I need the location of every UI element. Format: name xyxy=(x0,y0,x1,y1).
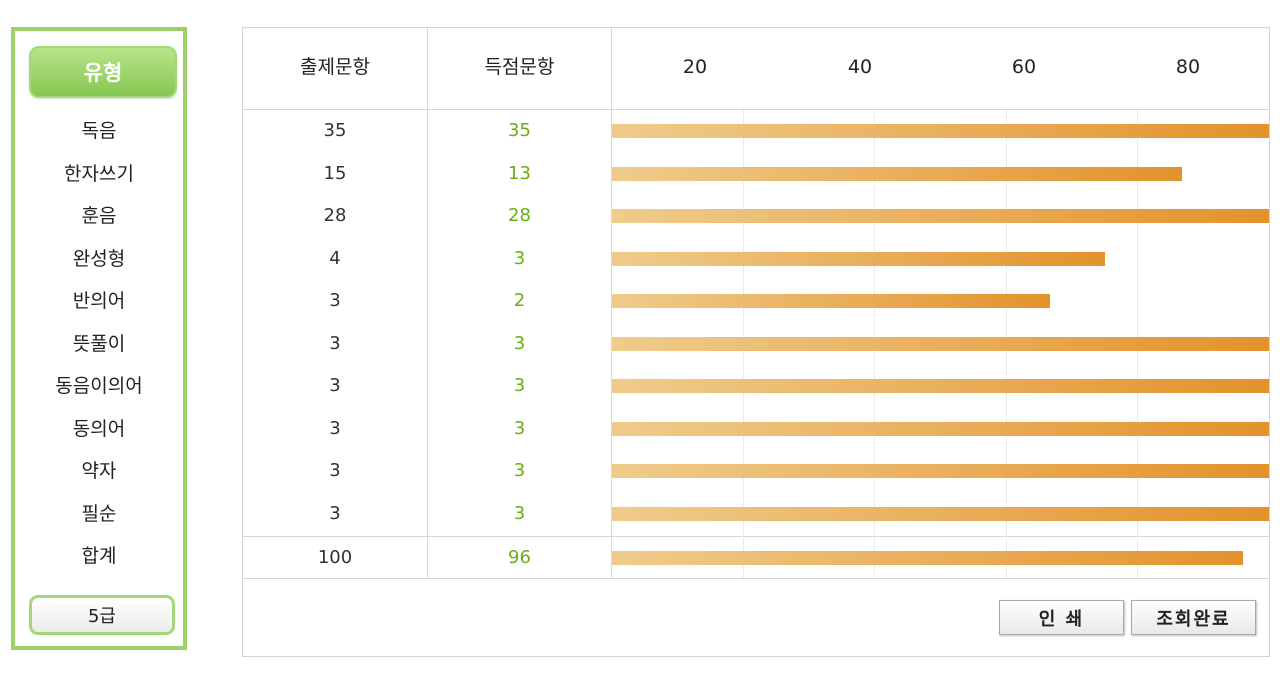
axis-tick: 80 xyxy=(1175,56,1201,78)
type-item: 동의어 xyxy=(72,417,126,440)
header-asked: 출제문항 xyxy=(300,56,370,78)
scored-cell: 3 xyxy=(513,417,526,439)
asked-cell: 3 xyxy=(329,290,341,311)
type-item: 약자 xyxy=(81,460,117,482)
score-bar xyxy=(612,209,1269,223)
asked-cell: 4 xyxy=(329,247,341,269)
scored-cell: 28 xyxy=(508,205,531,226)
scored-cell: 13 xyxy=(508,162,531,184)
score-bar xyxy=(612,124,1269,138)
type-item: 반의어 xyxy=(72,290,126,312)
column-divider xyxy=(427,28,428,579)
asked-cell: 3 xyxy=(329,502,341,524)
type-item: 독음 xyxy=(81,120,117,142)
scored-cell: 3 xyxy=(513,460,526,481)
score-bar xyxy=(612,421,1269,436)
type-item: 훈음 xyxy=(81,205,117,227)
type-item: 완성형 xyxy=(72,247,126,270)
grade-button[interactable]: 5급 xyxy=(29,595,175,635)
asked-cell: 3 xyxy=(329,375,341,396)
asked-cell: 35 xyxy=(323,120,347,141)
header-scored: 득점문항 xyxy=(484,56,555,78)
asked-cell: 15 xyxy=(323,162,347,184)
column-divider xyxy=(611,28,612,579)
asked-cell: 3 xyxy=(329,460,341,481)
type-item: 동음이의어 xyxy=(55,375,143,397)
scored-cell: 3 xyxy=(513,502,526,524)
total-score-bar xyxy=(612,551,1243,565)
axis-tick: 40 xyxy=(847,56,873,78)
total-divider xyxy=(243,536,1269,537)
print-button[interactable]: 인 쇄 xyxy=(999,600,1124,635)
scored-cell: 3 xyxy=(513,375,526,396)
scored-cell: 3 xyxy=(513,247,526,269)
asked-cell: 3 xyxy=(329,417,341,439)
score-bar xyxy=(612,336,1269,351)
score-bar xyxy=(612,294,1050,308)
total-scored-cell: 96 xyxy=(508,547,531,568)
asked-cell: 28 xyxy=(323,205,347,226)
score-bar xyxy=(612,464,1269,478)
type-item: 필순 xyxy=(81,502,117,525)
done-button[interactable]: 조회완료 xyxy=(1131,600,1256,635)
type-item: 뜻풀이 xyxy=(72,332,126,355)
footer-divider xyxy=(243,578,1269,579)
asked-cell: 3 xyxy=(329,332,341,354)
scored-cell: 2 xyxy=(513,290,526,311)
scored-cell: 35 xyxy=(508,120,531,141)
axis-tick: 60 xyxy=(1011,56,1037,78)
score-bar xyxy=(612,166,1182,181)
axis-tick: 20 xyxy=(682,56,708,78)
total-asked-cell: 100 xyxy=(317,547,353,568)
type-item-total: 합계 xyxy=(81,545,117,567)
score-bar xyxy=(612,506,1269,521)
score-bar xyxy=(612,251,1105,266)
type-header: 유형 xyxy=(29,46,177,98)
scored-cell: 3 xyxy=(513,332,526,354)
type-sidebar: 유형 독음 한자쓰기 훈음 완성형 반의어 뜻풀이 동음이의어 동의어 약자 필… xyxy=(11,27,187,650)
type-list: 독음 한자쓰기 훈음 완성형 반의어 뜻풀이 동음이의어 동의어 약자 필순 합… xyxy=(15,110,183,578)
type-item: 한자쓰기 xyxy=(64,162,134,185)
score-bar xyxy=(612,379,1269,393)
results-panel: 출제문항 득점문항 20 40 60 80 35 35 15 13 28 28 4 3 3 2 3 3… xyxy=(242,27,1270,657)
header-divider xyxy=(243,109,1269,110)
